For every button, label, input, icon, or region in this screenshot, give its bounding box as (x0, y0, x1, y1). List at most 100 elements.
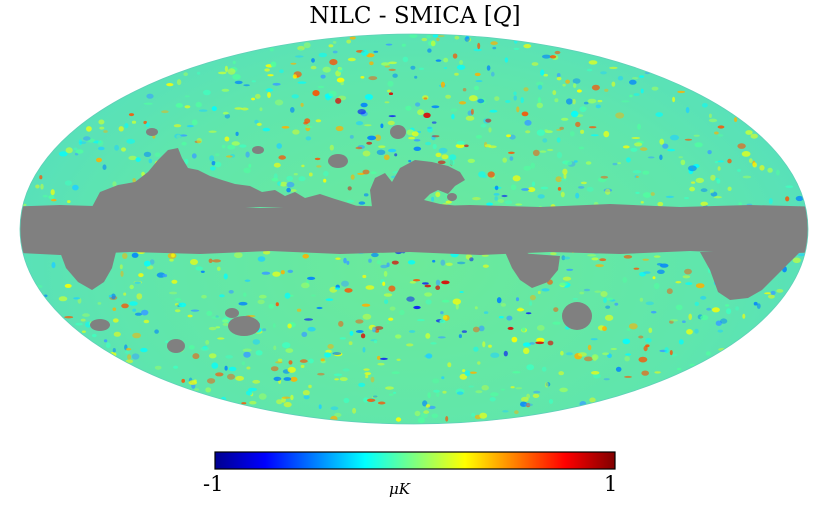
noise-speckle (238, 301, 248, 306)
noise-speckle (124, 123, 129, 129)
noise-speckle (633, 93, 640, 96)
noise-speckle (282, 342, 291, 349)
noise-speckle (64, 316, 74, 319)
noise-speckle (329, 59, 338, 66)
noise-speckle (99, 126, 105, 130)
noise-speckle (430, 40, 436, 47)
noise-speckle (251, 97, 256, 101)
noise-speckle (118, 126, 124, 132)
noise-speckle (161, 110, 169, 114)
noise-speckle (287, 269, 294, 273)
noise-speckle (413, 279, 421, 282)
noise-speckle (317, 85, 325, 89)
noise-speckle (569, 131, 575, 137)
noise-speckle (287, 323, 292, 329)
noise-speckle (645, 301, 654, 306)
noise-speckle (362, 313, 372, 320)
noise-speckle (190, 309, 200, 312)
noise-speckle (311, 294, 316, 297)
noise-speckle (431, 196, 435, 202)
noise-speckle (174, 309, 181, 313)
noise-speckle (108, 294, 112, 298)
noise-speckle (484, 144, 492, 148)
noise-speckle (437, 336, 446, 339)
noise-speckle (245, 151, 250, 158)
noise-speckle (300, 102, 304, 107)
noise-speckle (349, 36, 356, 40)
noise-speckle (506, 134, 512, 138)
noise-speckle (638, 335, 644, 339)
noise-speckle (97, 140, 104, 146)
noise-speckle (125, 348, 132, 351)
noise-speckle (584, 356, 593, 362)
noise-speckle (422, 400, 428, 407)
noise-speckle (742, 313, 746, 319)
noise-speckle (111, 293, 116, 300)
noise-speckle (452, 298, 461, 305)
noise-speckle (436, 35, 445, 38)
noise-speckle (445, 94, 451, 99)
noise-speckle (194, 140, 202, 144)
noise-speckle (617, 162, 621, 165)
noise-speckle (684, 197, 689, 200)
noise-speckle (349, 330, 354, 336)
noise-speckle (461, 330, 467, 333)
noise-speckle (575, 192, 580, 199)
noise-speckle (500, 388, 505, 391)
noise-speckle (308, 384, 312, 389)
noise-speckle (165, 340, 169, 343)
noise-speckle (431, 134, 436, 141)
noise-speckle (445, 416, 449, 422)
noise-speckle (283, 401, 292, 408)
noise-speckle (768, 198, 773, 205)
noise-speckle (427, 126, 432, 129)
noise-speckle (508, 151, 515, 154)
noise-speckle (435, 191, 441, 198)
noise-speckle (299, 359, 308, 363)
noise-speckle (360, 102, 368, 108)
noise-speckle (361, 303, 371, 307)
noise-speckle (135, 157, 141, 163)
noise-speckle (482, 264, 489, 268)
noise-speckle (384, 65, 390, 68)
noise-speckle (365, 374, 369, 379)
noise-speckle (629, 94, 633, 98)
noise-speckle (700, 201, 708, 206)
noise-speckle (191, 153, 197, 159)
noise-speckle (211, 106, 217, 112)
noise-speckle (717, 329, 723, 333)
noise-speckle (371, 396, 378, 399)
noise-speckle (776, 169, 780, 176)
noise-speckle (431, 105, 440, 109)
noise-speckle (464, 370, 471, 377)
noise-speckle (700, 314, 709, 321)
noise-speckle (469, 371, 477, 374)
noise-speckle (635, 175, 639, 178)
noise-speckle (664, 347, 669, 354)
noise-speckle (234, 252, 243, 259)
noise-speckle (720, 318, 728, 324)
noise-speckle (502, 410, 509, 413)
noise-speckle (421, 37, 428, 42)
noise-speckle (552, 321, 562, 325)
noise-speckle (448, 154, 457, 161)
noise-speckle (174, 298, 182, 301)
noise-speckle (58, 296, 68, 302)
noise-speckle (391, 260, 399, 265)
noise-speckle (347, 186, 352, 191)
noise-speckle (325, 298, 334, 302)
noise-speckle (169, 291, 178, 295)
noise-speckle (535, 81, 544, 86)
noise-speckle (360, 76, 365, 79)
noise-speckle (423, 410, 430, 414)
noise-speckle (211, 362, 219, 369)
noise-speckle (176, 79, 182, 86)
noise-speckle (630, 147, 638, 152)
noise-speckle (708, 113, 712, 119)
noise-speckle (542, 138, 548, 143)
noise-speckle (128, 155, 137, 161)
noise-speckle (523, 44, 532, 49)
noise-speckle (423, 97, 428, 100)
noise-speckle (561, 117, 569, 121)
noise-speckle (363, 397, 369, 403)
